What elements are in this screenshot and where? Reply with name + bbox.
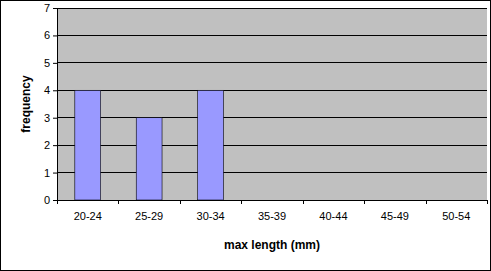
bar (198, 90, 224, 200)
x-tick: 45-49 (381, 200, 409, 222)
y-tick-label: 4 (44, 84, 50, 96)
grid-line (57, 62, 487, 63)
y-tick-label: 2 (44, 139, 50, 151)
grid-line (57, 35, 487, 36)
y-tick-label: 3 (44, 112, 50, 124)
category-separator (364, 200, 365, 204)
y-tick: 3 (44, 112, 57, 124)
plot: 0 1 2 3 4 5 6 7 20-24 25-29 30-34 35-39 40-44 45-49 50… (44, 2, 488, 222)
bar (382, 200, 408, 201)
x-tick: 40-44 (319, 200, 347, 222)
bar (443, 200, 469, 201)
x-axis: 20-24 25-29 30-34 35-39 40-44 45-49 50-54 (58, 200, 488, 222)
bar (259, 200, 285, 201)
y-tick-mark (53, 145, 57, 146)
y-tick: 7 (44, 2, 57, 14)
x-tick: 50-54 (442, 200, 470, 222)
bar (321, 200, 347, 201)
y-axis-line (57, 9, 58, 201)
y-tick: 4 (44, 84, 57, 96)
category-separators (58, 200, 488, 204)
grid-line (57, 145, 487, 146)
bar (75, 90, 101, 200)
grid (57, 8, 487, 200)
y-tick-mark (53, 118, 57, 119)
x-tick-label: 35-39 (258, 210, 286, 222)
x-tick-label: 30-34 (197, 210, 225, 222)
x-tick-label: 45-49 (381, 210, 409, 222)
x-tick-label: 40-44 (319, 210, 347, 222)
y-tick: 6 (44, 29, 57, 41)
grid-line (57, 117, 487, 118)
chart-border (1, 1, 491, 271)
bar (136, 118, 162, 200)
x-tick-mark (272, 200, 273, 204)
plot-background (57, 8, 487, 200)
category-separator (180, 200, 181, 204)
x-tick: 25-29 (135, 200, 163, 222)
x-tick: 35-39 (258, 200, 286, 222)
x-tick-mark (394, 200, 395, 204)
category-separator (426, 200, 427, 204)
x-tick: 20-24 (74, 200, 102, 222)
x-tick-label: 50-54 (442, 210, 470, 222)
y-tick-label: 1 (44, 167, 50, 179)
grid-line (57, 200, 487, 201)
category-separator (118, 200, 119, 204)
category-separator (487, 200, 488, 204)
category-separator (303, 200, 304, 204)
y-tick: 5 (44, 57, 57, 69)
bars (75, 90, 224, 200)
y-axis: 0 1 2 3 4 5 6 7 (44, 2, 58, 206)
x-tick-label: 25-29 (135, 210, 163, 222)
y-axis-title: frequency (19, 75, 33, 133)
y-tick-mark (53, 8, 57, 9)
chart: 0 1 2 3 4 5 6 7 20-24 25-29 30-34 35-39 40-44 45-49 50… (0, 0, 491, 271)
y-tick-mark (53, 63, 57, 64)
y-tick-label: 7 (44, 2, 50, 14)
category-separator (241, 200, 242, 204)
category-separator (57, 200, 58, 204)
y-tick-mark (53, 35, 57, 36)
y-tick: 2 (44, 139, 57, 151)
y-tick-label: 5 (44, 57, 50, 69)
y-tick: 0 (44, 194, 57, 206)
x-tick-mark (333, 200, 334, 204)
x-tick-mark (456, 200, 457, 204)
y-tick-mark (53, 200, 57, 201)
y-tick-mark (53, 90, 57, 91)
x-tick-label: 20-24 (74, 210, 102, 222)
x-tick-mark (210, 200, 211, 204)
x-axis-title: max length (mm) (224, 238, 320, 252)
x-tick: 30-34 (197, 200, 225, 222)
grid-line (57, 8, 487, 9)
y-tick-mark (53, 173, 57, 174)
y-tick-label: 0 (44, 194, 50, 206)
x-tick-mark (87, 200, 88, 204)
grid-line (57, 172, 487, 173)
y-tick-label: 6 (44, 29, 50, 41)
y-tick: 1 (44, 167, 57, 179)
grid-line (57, 90, 487, 91)
x-tick-mark (149, 200, 150, 204)
x-axis-line (58, 200, 488, 201)
